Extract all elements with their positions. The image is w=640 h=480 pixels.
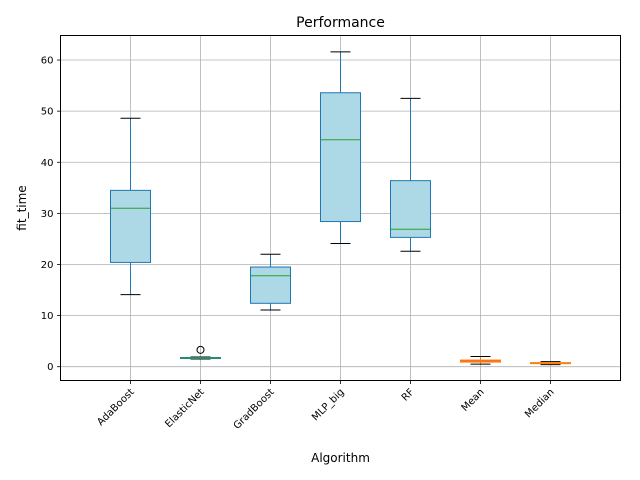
x-tick-label-rf: RF	[400, 387, 417, 404]
x-tick-label-gradboost: GradBoost	[232, 387, 277, 432]
y-tick-label: 20	[41, 260, 54, 271]
chart-title: Performance	[296, 15, 385, 31]
plot-area-frame	[60, 35, 621, 381]
x-tick-label-median: Median	[523, 387, 556, 420]
iqr-box	[390, 180, 431, 238]
box-mean	[460, 355, 501, 365]
y-tick-label: 10	[41, 311, 54, 322]
iqr-box	[320, 92, 361, 223]
boxes	[110, 51, 571, 366]
x-axis-label: Algorithm	[311, 451, 370, 465]
box-gradboost	[250, 253, 291, 311]
y-tick-label: 0	[47, 362, 53, 373]
box-elasticnet	[180, 345, 221, 360]
x-tick-label-mlp_big: MLP_big	[310, 387, 347, 424]
box-rf	[390, 97, 431, 252]
y-tick-label: 50	[41, 107, 54, 118]
y-axis-label: fit_time	[15, 185, 29, 230]
x-tick-label-elasticnet: ElasticNet	[163, 387, 206, 430]
y-tick-label: 40	[41, 158, 54, 169]
x-tick-label-mean: Mean	[460, 387, 487, 414]
y-tick-label: 60	[41, 56, 54, 67]
outlier-point	[196, 345, 205, 354]
box-mlp_big	[320, 51, 361, 245]
iqr-box	[110, 189, 151, 263]
box-adaboost	[110, 117, 151, 296]
x-tick-label-adaboost: AdaBoost	[95, 387, 136, 428]
iqr-box	[250, 266, 291, 304]
box-median	[530, 361, 571, 366]
y-tick-label: 30	[41, 209, 54, 220]
